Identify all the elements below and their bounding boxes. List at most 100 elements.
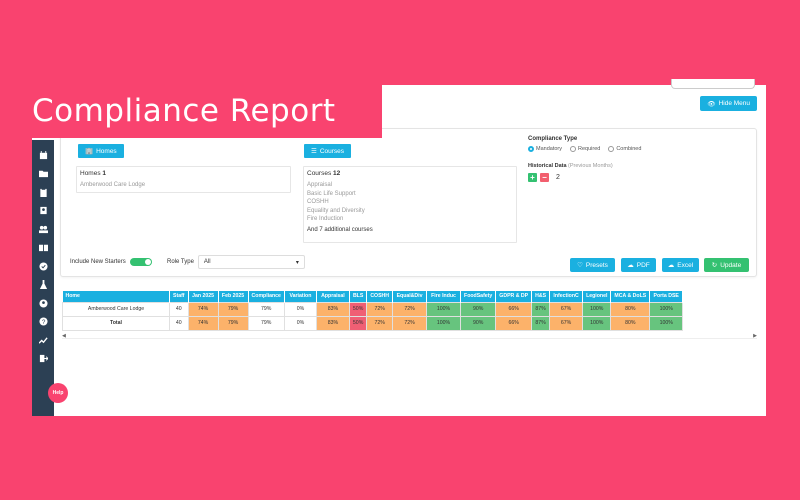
minus-button[interactable]: − [540, 173, 549, 182]
column-header[interactable]: COSHH [366, 291, 394, 302]
table-cell: 79% [247, 315, 285, 331]
table-row: Total 40 74% 79% 79% 0% 83% 50% 72% 72% 100% 90% 66%… [62, 315, 684, 331]
homes-button[interactable]: 🏢 Homes [78, 144, 124, 158]
column-header[interactable]: InfectionC [549, 291, 584, 302]
table-cell: 80% [610, 315, 651, 331]
table-cell: 67% [549, 315, 584, 331]
courses-more: And 7 additional courses [307, 226, 373, 233]
list-icon: ☰ [311, 148, 317, 155]
table-cell: 90% [460, 301, 497, 317]
radio-mandatory[interactable]: Mandatory [528, 146, 562, 152]
include-new-starters-row: Include New Starters [70, 258, 152, 266]
radio-combined[interactable]: Combined [608, 146, 641, 152]
help-button[interactable]: Help [48, 383, 68, 403]
eye-slash-icon: 👁 [707, 100, 716, 108]
table-cell: 72% [392, 301, 428, 317]
table-cell: 87% [531, 315, 551, 331]
column-header[interactable]: MCA & DoLS [610, 291, 651, 302]
question-icon[interactable]: ? [32, 313, 54, 332]
refresh-icon: ↻ [711, 262, 718, 269]
top-search-input[interactable] [671, 79, 755, 89]
cloud-download-icon: ☁ [667, 262, 675, 269]
table-cell: 79% [247, 301, 285, 317]
user-circle-icon[interactable] [32, 294, 54, 313]
table-cell: 66% [495, 315, 533, 331]
table-cell: 40 [169, 301, 189, 317]
title-banner: Compliance Report [19, 83, 382, 138]
column-header[interactable]: FoodSafety [460, 291, 497, 302]
book-open-icon[interactable] [32, 239, 54, 258]
table-cell: 100% [649, 301, 684, 317]
role-type-select[interactable]: All ▾ [197, 255, 305, 269]
table-cell: 83% [315, 315, 350, 331]
filters-panel: 🏢 Homes ☰ Courses Homes 1 Amberwood Care… [60, 128, 757, 277]
sign-out-icon[interactable] [32, 350, 54, 369]
calendar-icon[interactable] [32, 146, 54, 165]
column-header[interactable]: Legionel [582, 291, 612, 302]
cloud-download-icon: ☁ [627, 262, 634, 269]
table-cell: 79% [217, 315, 249, 331]
excel-button[interactable]: ☁ Excel [662, 258, 699, 272]
scroll-right-icon[interactable]: ▶ [753, 332, 757, 339]
homes-box: Homes 1 Amberwood Care Lodge [76, 166, 291, 193]
table-cell: 100% [649, 315, 684, 331]
role-type-row: Role Type All ▾ [167, 255, 305, 269]
clipboard-icon[interactable] [32, 183, 54, 202]
users-icon[interactable] [32, 220, 54, 239]
course-item: Equality and Diversity [307, 207, 365, 214]
column-header[interactable]: Jan 2025 [188, 291, 219, 302]
column-header[interactable]: Appraisal [316, 291, 350, 302]
pdf-button[interactable]: ☁ PDF [621, 258, 656, 272]
app-window: 👁 Hide Menu ? Help 🏢 Homes ☰ Courses Hom… [32, 79, 766, 416]
new-starters-toggle[interactable] [129, 258, 152, 266]
presets-button[interactable]: ♡ Presets [570, 258, 615, 272]
chevron-down-icon: ▾ [295, 259, 299, 266]
hide-menu-button[interactable]: 👁 Hide Menu [700, 96, 757, 111]
radio-selected-icon [528, 146, 534, 152]
home-item: Amberwood Care Lodge [80, 182, 146, 188]
check-circle-icon[interactable] [32, 257, 54, 276]
courses-button[interactable]: ☰ Courses [304, 144, 352, 158]
folder-icon[interactable] [32, 165, 54, 184]
column-header[interactable]: Fire Induc [426, 291, 462, 302]
table-cell: 74% [187, 315, 219, 331]
radio-empty-icon [608, 146, 615, 152]
column-header[interactable]: Variation [284, 291, 317, 302]
column-header[interactable]: H&S [531, 291, 551, 302]
table-cell: 50% [348, 315, 368, 331]
table-cell: 100% [426, 301, 462, 317]
courses-box: Courses 12 Appraisal Basic Life Support … [303, 166, 517, 243]
chart-line-icon[interactable] [32, 331, 54, 350]
table-cell: 40 [169, 315, 189, 331]
scroll-left-icon[interactable]: ◀ [62, 332, 66, 339]
table-cell: 50% [348, 301, 368, 317]
table-cell: 83% [315, 301, 350, 317]
compliance-type-group: Compliance Type Mandatory Required Combi… [528, 136, 642, 152]
svg-text:?: ? [41, 319, 45, 326]
column-header[interactable]: Equal&Div [392, 291, 428, 302]
column-header[interactable]: Porta DSE [649, 291, 684, 302]
table-cell: 72% [392, 315, 428, 331]
column-header[interactable]: Home [62, 291, 170, 302]
table-cell: 100% [426, 315, 462, 331]
table-cell: Amberwood Care Lodge [62, 301, 170, 317]
column-header[interactable]: GDPR & DP [495, 291, 533, 302]
table-cell: 67% [549, 301, 584, 317]
column-header[interactable]: Compliance [248, 291, 285, 302]
table-cell: 90% [460, 315, 497, 331]
user-card-icon[interactable] [32, 202, 54, 221]
update-button[interactable]: ↻ Update [704, 258, 749, 272]
table-cell: 74% [187, 301, 219, 317]
column-header[interactable]: BLS [349, 291, 368, 302]
plus-button[interactable]: + [528, 173, 537, 182]
radio-required[interactable]: Required [570, 146, 600, 152]
table-cell: 100% [582, 301, 612, 317]
table-cell: 66% [495, 301, 533, 317]
table-scrollbar[interactable]: ◀ ▶ [62, 333, 757, 339]
column-header[interactable]: Feb 2025 [218, 291, 249, 302]
historical-value: 2 [556, 174, 560, 181]
column-header[interactable]: Staff [169, 291, 189, 302]
flask-icon[interactable] [32, 276, 54, 295]
course-item: Basic Life Support [307, 190, 356, 197]
table-cell: 87% [531, 301, 551, 317]
